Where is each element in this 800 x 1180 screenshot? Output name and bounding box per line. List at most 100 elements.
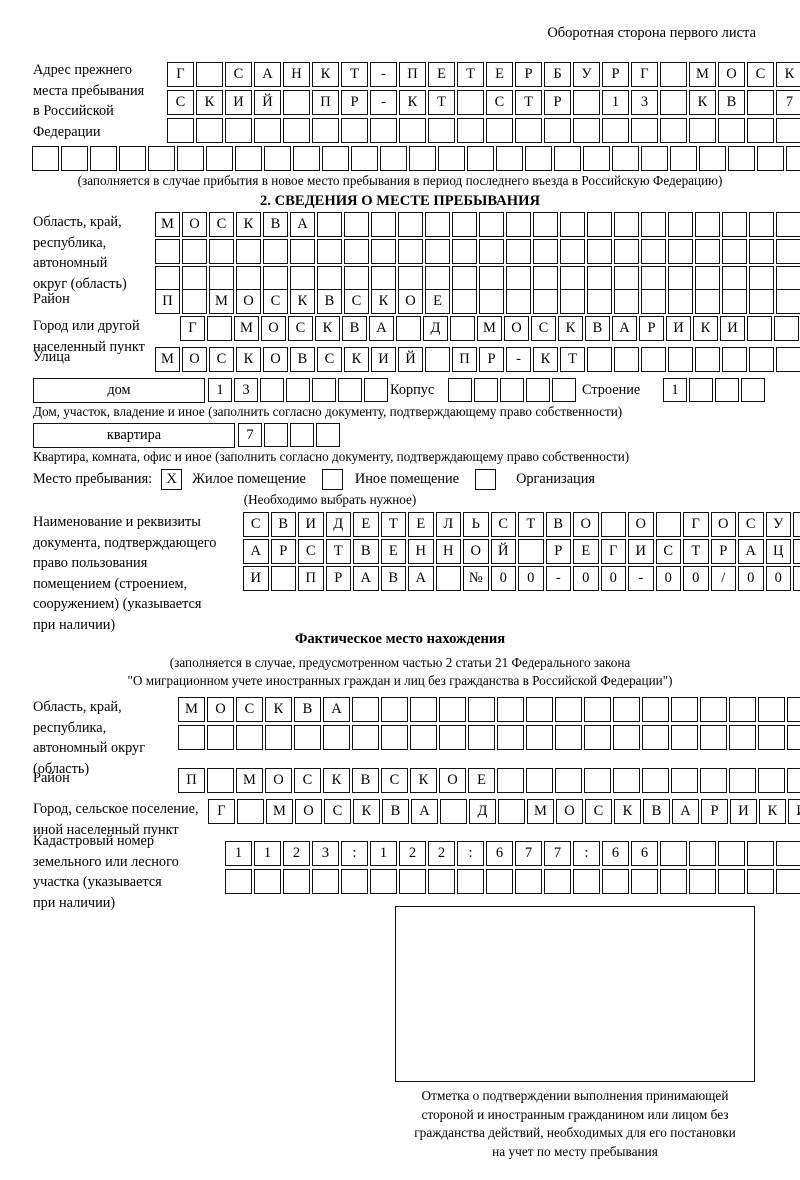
- section3-region-r2-cell-17[interactable]: [642, 725, 669, 750]
- section2-region-r3-cell-10[interactable]: [398, 266, 423, 291]
- section2-region-r2-cell-4[interactable]: [236, 239, 261, 264]
- prev-address-r3-cell-11[interactable]: [457, 118, 484, 143]
- document-r2-cell-11[interactable]: [518, 539, 544, 564]
- section3-city-cell-17[interactable]: А: [672, 799, 699, 824]
- section3-district-cell-13[interactable]: [526, 768, 553, 793]
- section2-region-r3-cell-12[interactable]: [452, 266, 477, 291]
- section3-district-cell-16[interactable]: [613, 768, 640, 793]
- document-r1-cell-15[interactable]: О: [628, 512, 654, 537]
- section3-region-r1-cell-4[interactable]: К: [265, 697, 292, 722]
- prev-address-r4-cell-2[interactable]: [61, 146, 88, 171]
- cadastral-r2-cell-2[interactable]: [254, 869, 281, 894]
- korpus-cell-2[interactable]: [474, 378, 498, 402]
- prev-address-r4-cell-23[interactable]: [670, 146, 697, 171]
- flat-number-cell-1[interactable]: 7: [238, 423, 262, 447]
- prev-address-r4-cell-19[interactable]: [554, 146, 581, 171]
- section3-city-cell-8[interactable]: А: [411, 799, 438, 824]
- section2-region-r3-cell-13[interactable]: [479, 266, 504, 291]
- prev-address-r4-cell-26[interactable]: [757, 146, 784, 171]
- prev-address-r4-cell-8[interactable]: [235, 146, 262, 171]
- korpus-cell-3[interactable]: [500, 378, 524, 402]
- prev-address-r1-cell-19[interactable]: М: [689, 62, 716, 87]
- stay-type-checkbox-other[interactable]: [321, 469, 343, 490]
- section3-city-cell-14[interactable]: С: [585, 799, 612, 824]
- section3-city-cell-1[interactable]: Г: [208, 799, 235, 824]
- document-r3-cell-4[interactable]: Р: [325, 566, 351, 591]
- korpus-cell-5[interactable]: [552, 378, 576, 402]
- cadastral-r2-cell-12[interactable]: [544, 869, 571, 894]
- section2-district-cell-7[interactable]: В: [317, 289, 342, 314]
- prev-address-r4-cell-16[interactable]: [467, 146, 494, 171]
- section3-region-r2-cell-6[interactable]: [323, 725, 350, 750]
- section2-street-cell-6[interactable]: В: [290, 347, 315, 372]
- section2-region-r1-cell-22[interactable]: [722, 212, 747, 237]
- document-r1-cell-10[interactable]: С: [490, 512, 516, 537]
- prev-address-r1-cell-21[interactable]: С: [747, 62, 774, 87]
- prev-address-r3-cell-14[interactable]: [544, 118, 571, 143]
- section3-district-cell-6[interactable]: К: [323, 768, 350, 793]
- section2-region-r2-cell-19[interactable]: [641, 239, 666, 264]
- document-r1-cell-7[interactable]: Е: [408, 512, 434, 537]
- section2-region-r2-cell-1[interactable]: [155, 239, 180, 264]
- cadastral-r1-cell-4[interactable]: 3: [312, 841, 339, 866]
- section2-street-cell-17[interactable]: [587, 347, 612, 372]
- section2-street-cell-5[interactable]: О: [263, 347, 288, 372]
- section2-region-r3-cell-7[interactable]: [317, 266, 342, 291]
- prev-address-r3-cell-15[interactable]: [573, 118, 600, 143]
- section3-region-r1-cell-20[interactable]: [729, 697, 756, 722]
- document-r3-cell-14[interactable]: 0: [600, 566, 626, 591]
- house-number-cell-6[interactable]: [338, 378, 362, 402]
- document-r3-cell-21[interactable]: 0: [793, 566, 800, 591]
- prev-address-r3-cell-6[interactable]: [312, 118, 339, 143]
- prev-address-r1-cell-16[interactable]: Р: [602, 62, 629, 87]
- section2-region-r3-cell-19[interactable]: [641, 266, 666, 291]
- prev-address-r2-cell-10[interactable]: Т: [428, 90, 455, 115]
- section3-city-cell-21[interactable]: И: [788, 799, 800, 824]
- section2-district-cell-14[interactable]: [506, 289, 531, 314]
- house-number-cell-4[interactable]: [286, 378, 310, 402]
- section3-region-r1-cell-18[interactable]: [671, 697, 698, 722]
- document-r1-cell-6[interactable]: Т: [380, 512, 406, 537]
- section3-region-r1-cell-7[interactable]: [352, 697, 379, 722]
- section2-region-r3-cell-4[interactable]: [236, 266, 261, 291]
- document-r3-cell-15[interactable]: -: [628, 566, 654, 591]
- cadastral-r1-cell-16[interactable]: [660, 841, 687, 866]
- cadastral-r1-cell-8[interactable]: 2: [428, 841, 455, 866]
- section3-district-cell-14[interactable]: [555, 768, 582, 793]
- prev-address-r2-cell-18[interactable]: [660, 90, 687, 115]
- korpus-cell-4[interactable]: [526, 378, 550, 402]
- section2-region-r3-cell-3[interactable]: [209, 266, 234, 291]
- section3-region-r2-cell-15[interactable]: [584, 725, 611, 750]
- prev-address-r2-cell-14[interactable]: Р: [544, 90, 571, 115]
- section2-region-r1-cell-21[interactable]: [695, 212, 720, 237]
- prev-address-r2-cell-22[interactable]: 7: [776, 90, 800, 115]
- section3-city-cell-4[interactable]: О: [295, 799, 322, 824]
- prev-address-r3-cell-5[interactable]: [283, 118, 310, 143]
- section2-city-cell-15[interactable]: К: [558, 316, 583, 341]
- document-r2-cell-13[interactable]: Е: [573, 539, 599, 564]
- cadastral-r1-cell-18[interactable]: [718, 841, 745, 866]
- section2-region-r2-cell-8[interactable]: [344, 239, 369, 264]
- cadastral-r2-cell-1[interactable]: [225, 869, 252, 894]
- prev-address-r2-cell-17[interactable]: 3: [631, 90, 658, 115]
- cadastral-r1-cell-15[interactable]: 6: [631, 841, 658, 866]
- section2-region-r2-cell-3[interactable]: [209, 239, 234, 264]
- section3-district-cell-5[interactable]: С: [294, 768, 321, 793]
- section2-district-cell-23[interactable]: [749, 289, 774, 314]
- cadastral-r2-cell-7[interactable]: [399, 869, 426, 894]
- section2-region-r2-cell-15[interactable]: [533, 239, 558, 264]
- prev-address-r4-cell-22[interactable]: [641, 146, 668, 171]
- document-r3-cell-12[interactable]: -: [545, 566, 571, 591]
- section2-region-r2-cell-16[interactable]: [560, 239, 585, 264]
- section3-district-cell-3[interactable]: М: [236, 768, 263, 793]
- section3-region-r1-cell-22[interactable]: [787, 697, 800, 722]
- cadastral-r2-cell-16[interactable]: [660, 869, 687, 894]
- section3-region-r1-cell-13[interactable]: [526, 697, 553, 722]
- section3-region-r2-cell-2[interactable]: [207, 725, 234, 750]
- section3-district-cell-19[interactable]: [700, 768, 727, 793]
- section2-region-r1-cell-4[interactable]: К: [236, 212, 261, 237]
- section3-city-cell-7[interactable]: В: [382, 799, 409, 824]
- section2-street-cell-9[interactable]: И: [371, 347, 396, 372]
- section2-district-cell-16[interactable]: [560, 289, 585, 314]
